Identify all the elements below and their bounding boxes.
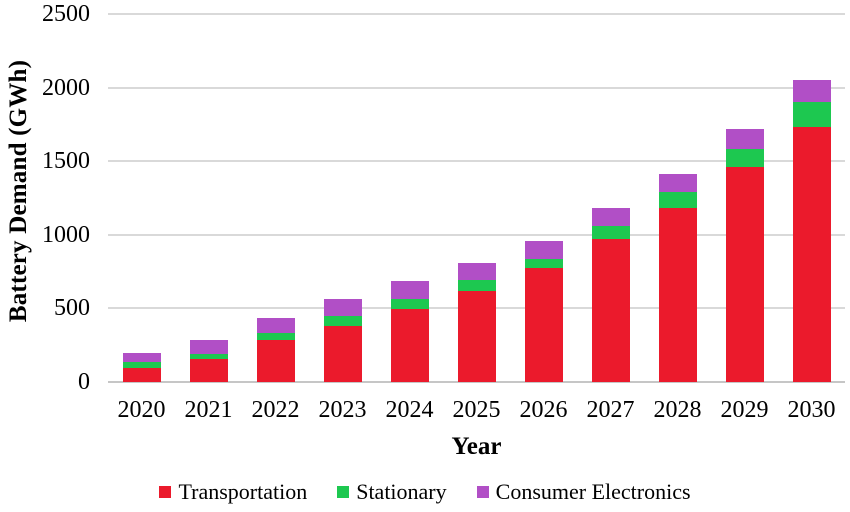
legend-item-transportation: Transportation — [159, 480, 307, 504]
bar-segment-stationary-2028 — [658, 191, 697, 209]
y-tick-label-500: 500 — [54, 295, 90, 321]
legend-item-stationary: Stationary — [337, 479, 447, 504]
bar-segment-transportation-2030 — [792, 126, 831, 382]
bar-segment-transportation-2021 — [189, 359, 228, 382]
legend-swatch-consumer-electronics — [476, 486, 489, 498]
bar-segment-transportation-2023 — [323, 326, 362, 382]
bar-segment-stationary-2020 — [122, 361, 161, 369]
y-axis-title-box: Battery Demand (GWh) — [0, 0, 38, 382]
gridline-2000 — [108, 86, 845, 89]
bar-segment-consumer-electronics-2023 — [323, 299, 362, 317]
legend: Transportation Stationary Consumer Electro… — [0, 480, 850, 504]
bar-segment-transportation-2026 — [524, 268, 563, 382]
y-tick-label-1000: 1000 — [42, 221, 90, 248]
legend-label-transportation: Transportation — [178, 479, 308, 504]
x-tick-label-2025: 2025 — [452, 397, 501, 423]
x-tick-label-2023: 2023 — [318, 397, 367, 423]
bar-segment-consumer-electronics-2028 — [658, 173, 697, 192]
bar-segment-consumer-electronics-2025 — [457, 262, 496, 280]
x-tick-label-2021: 2021 — [184, 397, 233, 423]
x-tick-label-2026: 2026 — [519, 397, 568, 423]
bar-segment-consumer-electronics-2026 — [524, 240, 563, 259]
bar-segment-stationary-2024 — [390, 299, 429, 309]
bar-segment-consumer-electronics-2022 — [256, 318, 295, 334]
bar-segment-stationary-2025 — [457, 279, 496, 292]
y-tick-label-2500: 2500 — [42, 1, 90, 27]
y-tick-label-1500: 1500 — [42, 148, 90, 174]
bar-segment-stationary-2022 — [256, 333, 295, 341]
bar-segment-transportation-2024 — [390, 308, 429, 382]
bar-segment-transportation-2025 — [457, 291, 496, 382]
bar-segment-transportation-2022 — [256, 340, 295, 382]
legend-label-consumer-electronics: Consumer Electronics — [495, 479, 691, 504]
plot-area — [108, 0, 845, 383]
gridline-2500 — [108, 13, 845, 15]
bar-segment-stationary-2023 — [323, 316, 362, 327]
x-axis-title: Year — [451, 433, 502, 460]
bar-segment-stationary-2027 — [591, 226, 630, 240]
x-tick-label-2020: 2020 — [117, 397, 166, 423]
x-tick-label-2030: 2030 — [787, 397, 836, 423]
x-axis-baseline — [108, 380, 845, 383]
bar-segment-consumer-electronics-2021 — [189, 340, 228, 354]
x-tick-label-2028: 2028 — [653, 397, 702, 423]
bar-segment-transportation-2020 — [122, 368, 161, 382]
legend-label-stationary: Stationary — [356, 479, 447, 504]
x-tick-label-2027: 2027 — [586, 397, 635, 423]
bar-segment-consumer-electronics-2029 — [725, 129, 764, 149]
gridline-1000 — [108, 233, 845, 236]
bar-segment-stationary-2030 — [792, 102, 831, 127]
legend-swatch-transportation — [159, 486, 172, 498]
x-tick-label-2029: 2029 — [720, 397, 769, 423]
legend-swatch-stationary — [337, 486, 350, 498]
bar-segment-consumer-electronics-2027 — [591, 208, 630, 226]
bar-segment-consumer-electronics-2020 — [122, 352, 161, 362]
bar-segment-stationary-2029 — [725, 148, 764, 167]
x-tick-label-2024: 2024 — [385, 397, 434, 423]
bar-segment-consumer-electronics-2030 — [792, 80, 831, 103]
gridline-1500 — [108, 160, 845, 162]
y-tick-label-0: 0 — [78, 368, 90, 395]
bar-segment-stationary-2021 — [189, 353, 228, 360]
legend-item-consumer-electronics: Consumer Electronics — [476, 479, 691, 504]
bar-segment-transportation-2027 — [591, 239, 630, 382]
y-tick-label-2000: 2000 — [42, 74, 90, 101]
bar-segment-consumer-electronics-2024 — [390, 280, 429, 300]
bar-segment-stationary-2026 — [524, 258, 563, 269]
bar-segment-transportation-2028 — [658, 208, 697, 382]
bar-segment-transportation-2029 — [725, 166, 764, 382]
x-tick-label-2022: 2022 — [251, 397, 300, 423]
